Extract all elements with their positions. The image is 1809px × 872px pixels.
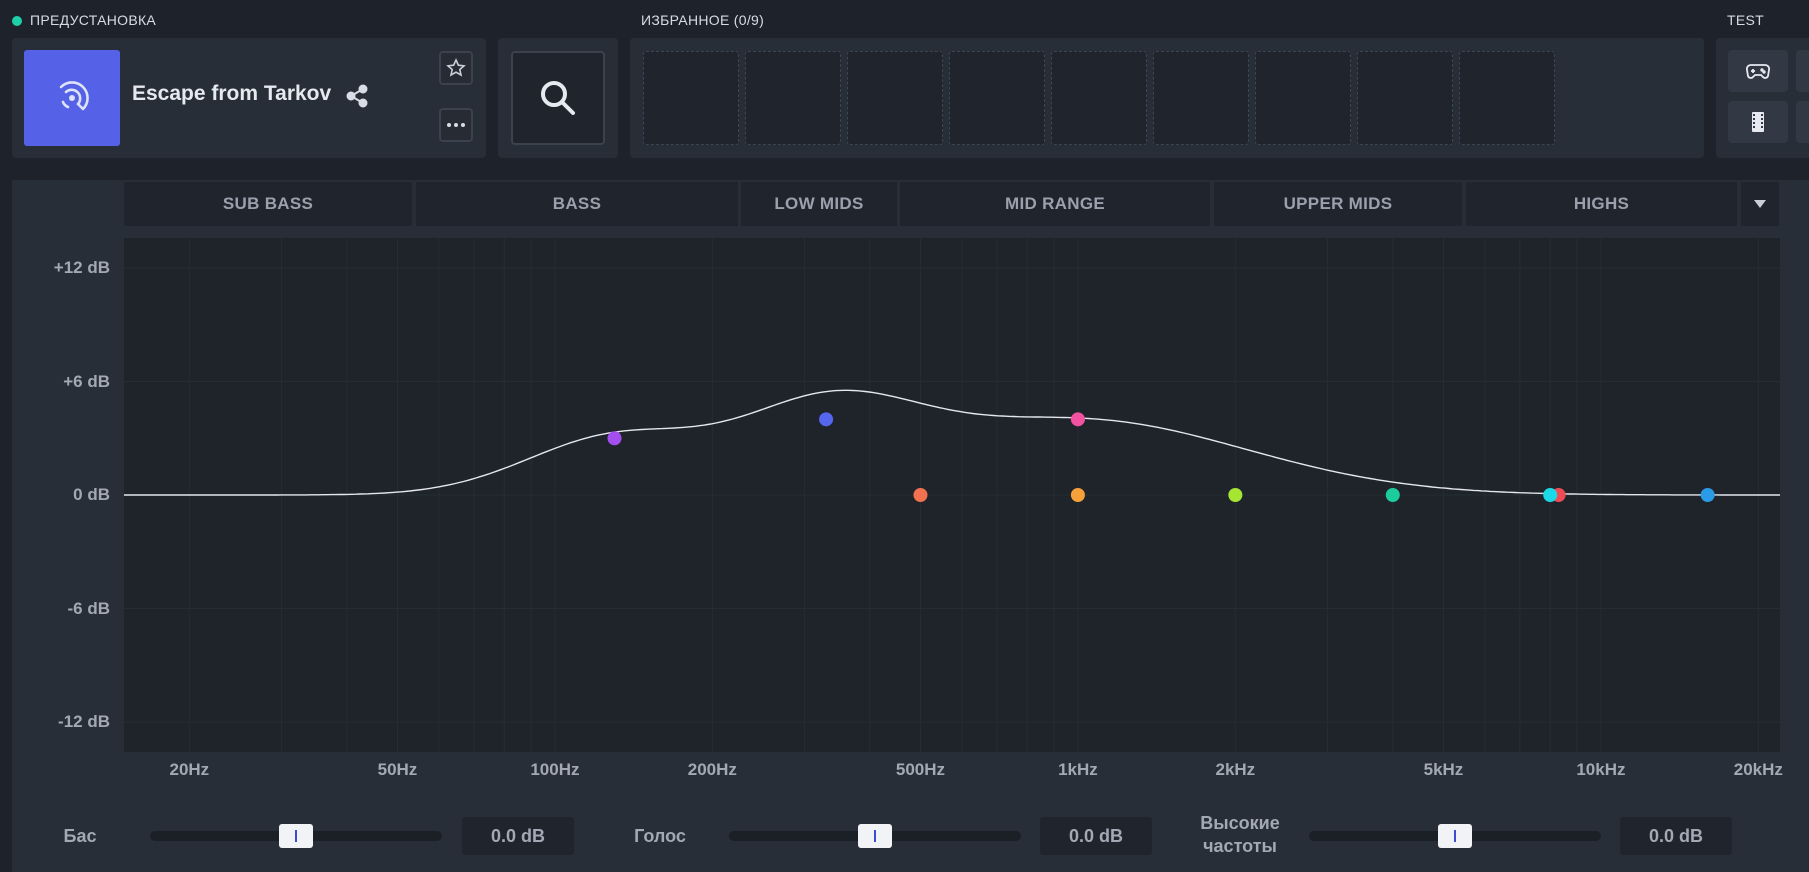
eq-graph-svg[interactable]	[124, 238, 1780, 752]
freq-label: 20Hz	[169, 760, 210, 779]
status-dot	[12, 16, 22, 26]
db-label: +6 dB	[63, 371, 110, 391]
preset-section-label: ПРЕДУСТАНОВКА	[12, 12, 156, 28]
favorite-slot[interactable]	[1051, 51, 1147, 145]
freq-label: 1kHz	[1058, 760, 1098, 779]
band-tab[interactable]: HIGHS	[1466, 182, 1737, 226]
control-label: Голос	[634, 826, 686, 846]
test-button-3[interactable]	[1796, 50, 1809, 92]
favorites-section-label: ИЗБРАННОЕ (0/9)	[641, 12, 765, 28]
eq-band-point[interactable]	[913, 488, 928, 502]
freq-label: 5kHz	[1423, 760, 1464, 779]
eq-band-point[interactable]	[1700, 488, 1715, 502]
favorite-slot[interactable]	[847, 51, 943, 145]
eq-band-point[interactable]	[607, 431, 622, 446]
favorite-slot[interactable]	[643, 51, 739, 145]
favorites-panel	[630, 38, 1704, 158]
band-tab[interactable]: BASS	[416, 182, 738, 226]
control-label: Высокие частоты	[1200, 813, 1280, 856]
favorite-slot[interactable]	[1459, 51, 1555, 145]
ellipsis-icon	[447, 123, 465, 127]
freq-label: 50Hz	[377, 760, 418, 779]
test-panel	[1716, 38, 1809, 158]
freq-label: 100Hz	[530, 760, 580, 779]
band-dropdown-button[interactable]	[1741, 182, 1779, 226]
db-label: +12 dB	[53, 258, 110, 277]
eq-band-point[interactable]	[819, 412, 834, 427]
test-section-label: TEST	[1727, 12, 1764, 28]
value-field[interactable]: 0.0 dB	[462, 817, 574, 855]
test-button-4[interactable]	[1796, 101, 1809, 143]
db-label: -12 dB	[58, 712, 110, 731]
value-field[interactable]: 0.0 dB	[1040, 817, 1152, 855]
search-button[interactable]	[511, 51, 605, 145]
search-panel	[498, 38, 618, 158]
eq-band-point[interactable]	[1070, 488, 1085, 502]
band-tab[interactable]: UPPER MIDS	[1214, 182, 1462, 226]
favorite-slot[interactable]	[745, 51, 841, 145]
more-options-button[interactable]	[439, 108, 473, 142]
control-label: Бас	[63, 826, 97, 846]
response-curve	[124, 389, 1780, 496]
star-icon	[446, 58, 466, 77]
eq-band-point[interactable]	[1543, 488, 1558, 502]
band-tab[interactable]: LOW MIDS	[741, 182, 897, 226]
audio-wave-icon[interactable]	[24, 50, 120, 146]
slider-thumb[interactable]	[858, 824, 892, 848]
db-label: -6 dB	[67, 598, 111, 618]
band-tab[interactable]: SUB BASS	[124, 182, 412, 226]
preset-title: Escape from Tarkov	[132, 82, 332, 105]
favorite-slot[interactable]	[949, 51, 1045, 145]
eq-band-point[interactable]	[1385, 488, 1400, 502]
value-field[interactable]: 0.0 dB	[1620, 817, 1732, 855]
favorite-slot[interactable]	[1255, 51, 1351, 145]
eq-graph[interactable]	[124, 238, 1780, 752]
band-tab[interactable]: MID RANGE	[900, 182, 1210, 226]
share-icon[interactable]	[344, 83, 370, 109]
preset-panel: Escape from Tarkov	[12, 38, 486, 158]
db-label: 0 dB	[73, 485, 110, 504]
favorite-star-button[interactable]	[439, 51, 473, 85]
freq-label: 200Hz	[687, 760, 737, 779]
search-icon	[541, 81, 575, 115]
freq-label: 2kHz	[1215, 760, 1256, 779]
favorite-slot[interactable]	[1153, 51, 1249, 145]
eq-band-point[interactable]	[1228, 488, 1243, 502]
chevron-down-icon	[1754, 200, 1766, 208]
slider-thumb[interactable]	[1438, 824, 1472, 848]
film-icon[interactable]	[1728, 101, 1788, 143]
gamepad-icon[interactable]	[1728, 50, 1788, 92]
eq-band-point[interactable]	[1070, 412, 1085, 427]
freq-label: 10kHz	[1576, 760, 1626, 779]
slider-thumb[interactable]	[279, 824, 313, 848]
favorite-slot[interactable]	[1357, 51, 1453, 145]
preset-section-text: ПРЕДУСТАНОВКА	[30, 12, 157, 28]
freq-label: 20kHz	[1733, 760, 1783, 779]
freq-label: 500Hz	[895, 760, 946, 779]
